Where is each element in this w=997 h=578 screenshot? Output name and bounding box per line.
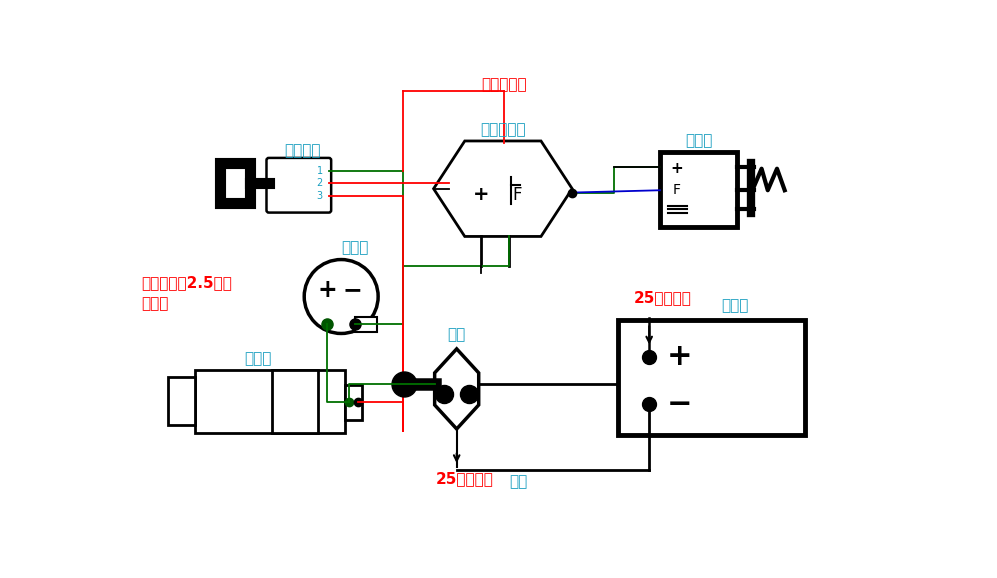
Text: 发电机: 发电机 xyxy=(685,133,712,148)
Text: +: + xyxy=(667,342,693,371)
Polygon shape xyxy=(435,349,479,429)
Text: 蓄电池: 蓄电池 xyxy=(721,298,749,313)
Text: 1: 1 xyxy=(317,166,323,176)
Text: −: − xyxy=(667,390,693,419)
Bar xyxy=(194,370,345,433)
Bar xyxy=(272,370,318,433)
Text: +: + xyxy=(473,186,490,205)
Text: 接地: 接地 xyxy=(509,474,527,489)
Bar xyxy=(167,377,194,425)
Text: 3: 3 xyxy=(317,191,323,201)
Bar xyxy=(618,320,805,435)
Circle shape xyxy=(304,260,378,334)
Text: 启动机: 启动机 xyxy=(244,351,272,366)
Text: 电流表: 电流表 xyxy=(341,240,369,255)
Text: 其它接线用2.5平方
国标线: 其它接线用2.5平方 国标线 xyxy=(141,275,232,310)
Bar xyxy=(660,152,737,227)
Text: +: + xyxy=(317,279,337,302)
Text: 2: 2 xyxy=(316,179,323,188)
FancyBboxPatch shape xyxy=(266,158,331,213)
Text: 点火开关: 点火开关 xyxy=(284,143,321,158)
Text: 电子调节器: 电子调节器 xyxy=(481,122,525,137)
Text: F: F xyxy=(512,186,521,204)
Text: 电闸: 电闸 xyxy=(448,328,466,343)
Text: 25平方铜线: 25平方铜线 xyxy=(436,472,494,487)
Bar xyxy=(345,385,362,420)
Text: −: − xyxy=(342,279,362,302)
Text: 接车灯开关: 接车灯开关 xyxy=(482,77,527,92)
Text: 25平方铜线: 25平方铜线 xyxy=(634,291,692,306)
Text: F: F xyxy=(673,183,681,197)
Bar xyxy=(355,317,377,332)
Text: +: + xyxy=(671,161,683,176)
Polygon shape xyxy=(434,141,572,236)
